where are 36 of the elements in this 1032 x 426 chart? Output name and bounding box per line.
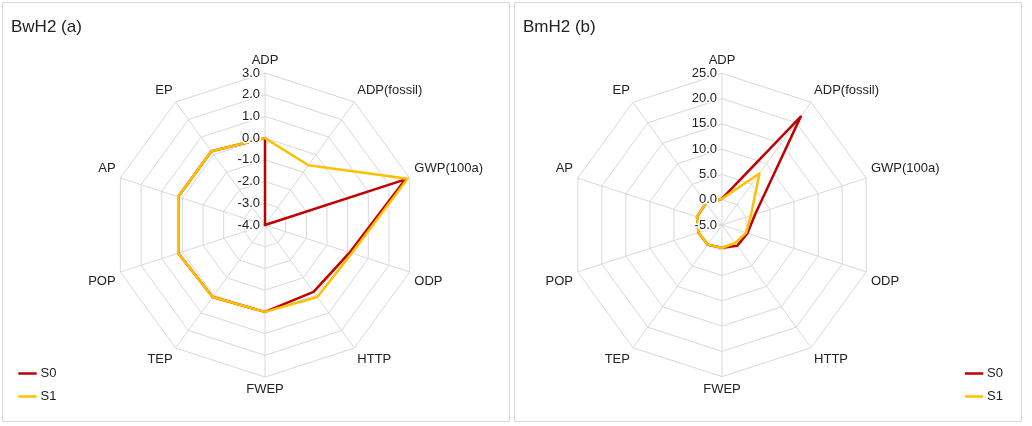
spoke-label: ADP(fossil) — [814, 82, 880, 98]
legend-label: S0 — [40, 365, 57, 381]
spoke-label: EP — [612, 82, 630, 98]
legend-label: S0 — [987, 365, 1004, 381]
y-tick-label: 1.0 — [241, 107, 260, 123]
spoke-label: TEP — [604, 351, 630, 367]
y-tick-label: 2.0 — [241, 86, 260, 102]
spoke-label: HTTP — [814, 351, 849, 367]
y-tick-label: -4.0 — [237, 216, 260, 232]
spoke-label: GWP(100a) — [870, 160, 940, 176]
spoke-label: FWEP — [246, 381, 284, 397]
y-tick-label: 20.0 — [691, 90, 717, 106]
spoke-label: ODP — [870, 272, 900, 288]
spoke-label: AP — [98, 160, 116, 176]
spoke-label: FWEP — [703, 381, 741, 397]
spoke-label: GWP(100a) — [414, 160, 484, 176]
y-tick-label: 3.0 — [241, 64, 260, 80]
legend-label: S1 — [987, 388, 1004, 404]
y-tick-label: -1.0 — [237, 151, 260, 167]
y-tick-label: -3.0 — [237, 194, 260, 210]
chart-title: BwH2 (a) — [11, 16, 82, 36]
spoke-label: HTTP — [357, 351, 392, 367]
spoke-label: TEP — [147, 351, 173, 367]
spoke-label: EP — [155, 81, 173, 97]
spoke-label: ADP — [251, 51, 279, 67]
spoke-label: POP — [88, 272, 116, 288]
spoke-label: ADP(fossil) — [357, 81, 423, 97]
chart-title: BmH2 (b) — [523, 16, 596, 36]
spoke-label: ODP — [414, 272, 443, 288]
spoke-label: AP — [555, 160, 574, 176]
y-tick-label: -2.0 — [237, 173, 260, 189]
spoke-label: POP — [545, 272, 574, 288]
y-tick-label: 10.0 — [691, 140, 717, 156]
y-tick-label: 15.0 — [691, 115, 717, 131]
y-tick-label: 5.0 — [698, 166, 717, 182]
legend-label: S1 — [40, 388, 57, 404]
